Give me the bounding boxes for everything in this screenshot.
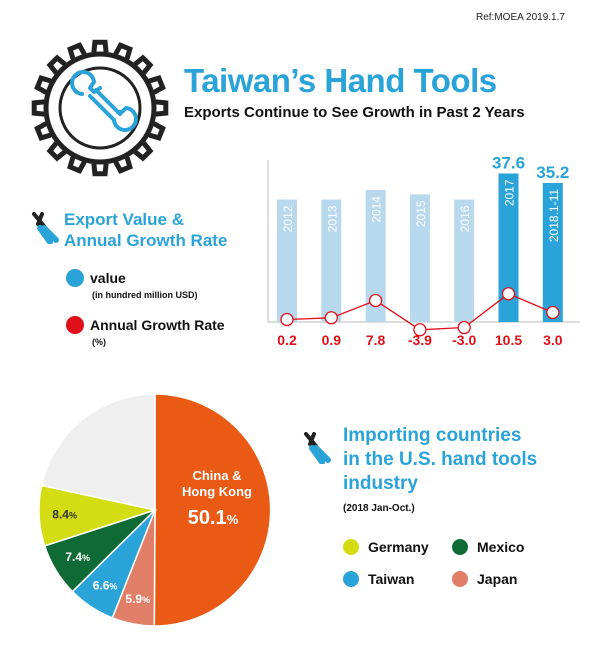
- export-chart: 2012 2013 2014 2015 2016 2017 37.6 2018.1-11 35.…: [267, 155, 580, 348]
- bar-value-label: 35.2: [536, 163, 569, 182]
- gear-tooth: [46, 141, 67, 162]
- legend-japan-swatch: [452, 571, 468, 587]
- x-tick-label: 2018.1-11: [547, 189, 561, 242]
- legend-value-unit: (in hundred million USD): [92, 290, 198, 300]
- pie-value-label: 6.6%: [93, 578, 118, 592]
- bar-2013: [321, 199, 342, 322]
- legend-growth-label: Annual Growth Rate: [90, 317, 225, 333]
- growth-value-label: 0.2: [277, 332, 297, 348]
- gear-tooth: [133, 54, 154, 75]
- import-period: (2018 Jan-Oct.): [343, 503, 415, 514]
- bar-value-label: 37.6: [492, 155, 525, 172]
- bar-2014: [365, 190, 386, 322]
- growth-value-label: 3.0: [543, 332, 563, 348]
- legend-growth-swatch: [66, 316, 84, 334]
- growth-point: [324, 311, 338, 325]
- gear-tooth: [91, 163, 109, 177]
- gear-tooth: [46, 54, 67, 75]
- growth-point: [457, 320, 471, 335]
- legend-value-swatch: [66, 269, 84, 287]
- gear-tooth: [113, 156, 133, 174]
- gear-tooth: [113, 42, 133, 60]
- x-tick-label: 2013: [325, 205, 339, 232]
- import-title-line3: industry: [343, 473, 418, 494]
- growth-value-label: 7.8: [366, 332, 386, 348]
- reference-note: Ref:MOEA 2019.1.7: [476, 12, 565, 23]
- growth-value-label: -3.0: [452, 332, 476, 348]
- legend-japan-label: Japan: [477, 571, 518, 587]
- legend-value-label: value: [90, 270, 126, 286]
- legend-germany-swatch: [343, 539, 359, 555]
- bar-2015: [409, 194, 430, 322]
- legend-germany-label: Germany: [368, 539, 429, 555]
- x-tick-label: 2017: [503, 179, 517, 206]
- import-title-line1: Importing countries: [343, 425, 522, 446]
- gear-tooth: [148, 75, 166, 95]
- legend-mexico-swatch: [452, 539, 468, 555]
- legend-mexico-label: Mexico: [477, 539, 525, 555]
- pie-label-name: China &: [192, 468, 241, 483]
- legend-taiwan-swatch: [343, 571, 359, 587]
- gear-tooth: [67, 42, 87, 60]
- page-title: Taiwan’s Hand Tools: [184, 62, 497, 99]
- import-section-title: Importing countries in the U.S. hand too…: [343, 424, 573, 496]
- export-section-title: Export Value & Annual Growth Rate: [64, 209, 264, 251]
- growth-value-label: 10.5: [495, 332, 522, 348]
- gear-tooth: [91, 39, 109, 53]
- growth-point: [368, 293, 383, 308]
- growth-point: [546, 305, 560, 320]
- page-subtitle: Exports Continue to See Growth in Past 2…: [184, 104, 525, 121]
- gear-tooth: [155, 99, 169, 117]
- gear-tooth: [34, 121, 52, 141]
- bar-2017: [498, 173, 519, 322]
- pie-label-name: Hong Kong: [182, 484, 252, 499]
- x-tick-label: 2014: [370, 196, 384, 223]
- import-title-line2: in the U.S. hand tools: [343, 449, 538, 470]
- bar-2012: [277, 199, 297, 322]
- pie-slice-others: [40, 393, 156, 511]
- gear-tooth: [67, 156, 87, 174]
- pie-value-label: 5.9%: [125, 592, 150, 606]
- import-pie-chart: China &Hong Kong 50.1% 5.9% 6.6%7.4% 8.4%: [38, 393, 272, 627]
- wrench-icon: [70, 70, 138, 132]
- growth-value-label: -3.9: [408, 332, 432, 348]
- x-tick-label: 2012: [281, 205, 295, 232]
- gear-tooth: [133, 141, 154, 162]
- growth-value-label: 0.9: [322, 332, 342, 348]
- pliers-icon: [304, 432, 331, 464]
- pliers-icon: [32, 212, 59, 244]
- growth-point: [413, 323, 427, 337]
- gear-icon: [31, 39, 169, 177]
- bar-2018.1-11: [542, 182, 563, 322]
- pie-value-label: 8.4%: [52, 508, 77, 522]
- growth-point: [501, 287, 516, 301]
- bar-2016: [454, 199, 475, 322]
- x-tick-label: 2015: [414, 200, 428, 227]
- pie-value-label: 7.4%: [65, 550, 90, 564]
- legend-taiwan-label: Taiwan: [368, 571, 415, 587]
- x-tick-label: 2016: [458, 205, 472, 232]
- export-title-line1: Export Value &: [64, 210, 184, 229]
- export-title-line2: Annual Growth Rate: [64, 231, 228, 250]
- growth-point: [280, 312, 294, 327]
- pie-slice-china-hong-kong: [153, 393, 272, 627]
- pie-value-label: 50.1%: [188, 507, 239, 529]
- gear-tooth: [148, 121, 166, 141]
- gear-tooth: [31, 99, 45, 117]
- legend-growth-unit: (%): [92, 337, 106, 347]
- gear-tooth: [34, 75, 52, 95]
